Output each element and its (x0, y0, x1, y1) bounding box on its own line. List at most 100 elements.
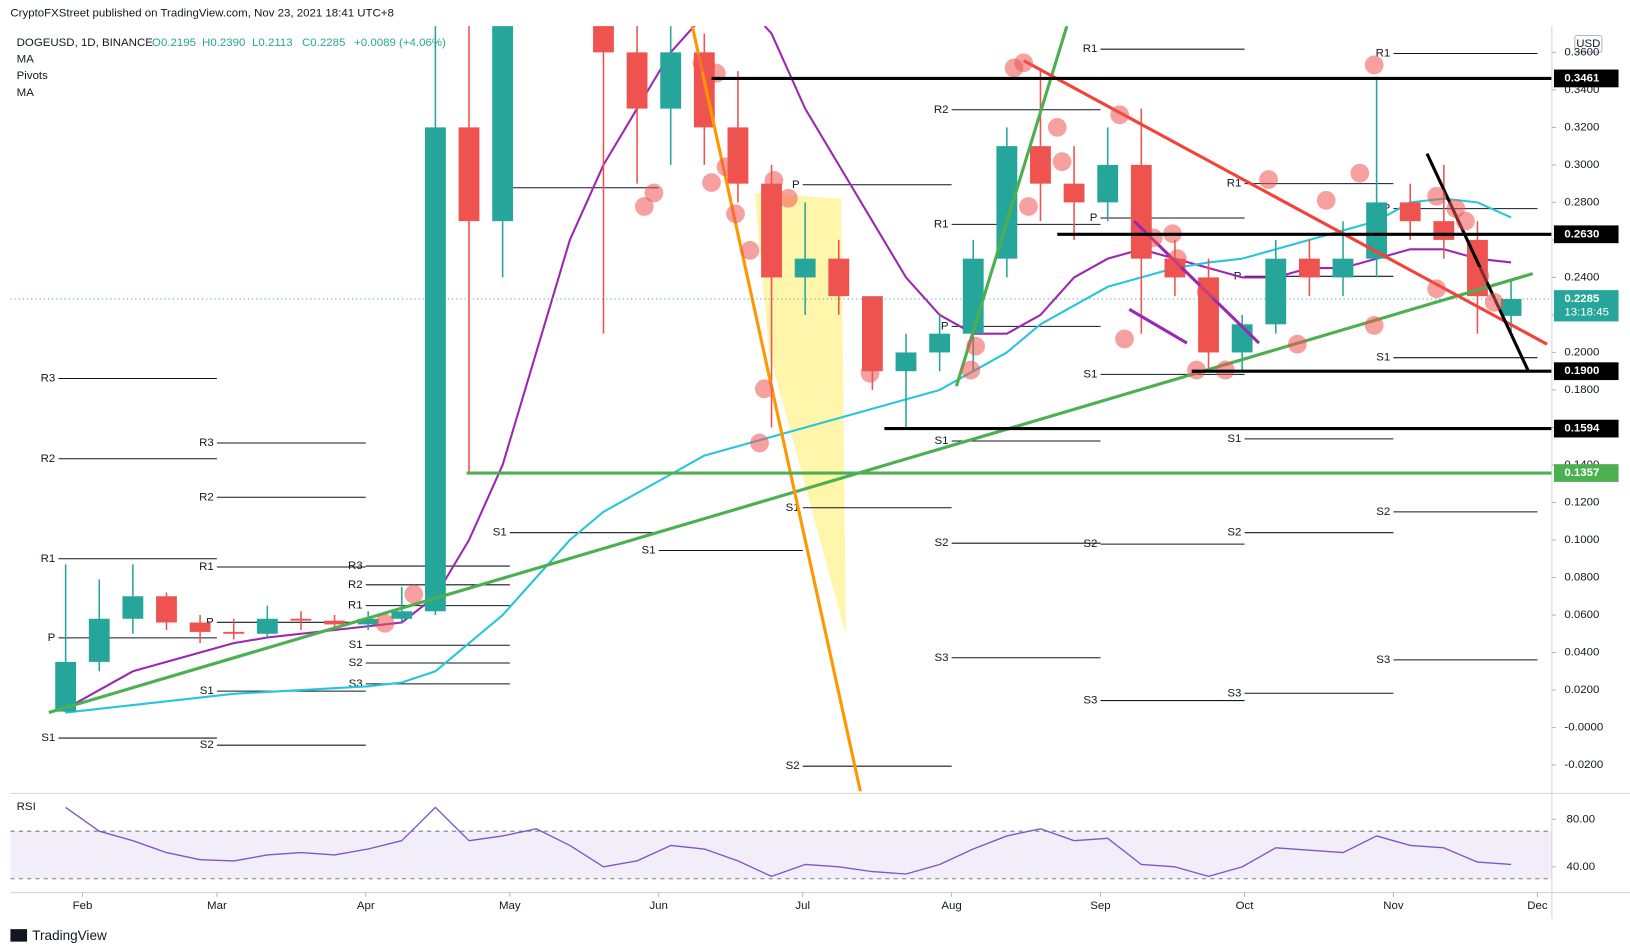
pivot-label: R1 (41, 553, 56, 565)
currency: USD (1576, 38, 1600, 50)
pivot-label: S2 (1083, 538, 1097, 550)
marker (726, 204, 745, 224)
y-tick-label: 0.1000 (1564, 534, 1599, 546)
pivot-label: S1 (349, 639, 363, 651)
trend-line (1128, 307, 1188, 345)
pivot-label: S1 (493, 527, 507, 539)
candle-body (1500, 298, 1522, 316)
moving-average (65, 197, 1512, 714)
marker (1143, 228, 1163, 248)
pivot-label: R2 (41, 453, 56, 465)
level-label: 0.1594 (1564, 423, 1600, 435)
marker (740, 241, 760, 260)
legend: DOGEUSD, 1D, BINANCE O0.2195 H0.2390 L0.… (17, 37, 446, 813)
level-label: 0.1357 (1564, 467, 1599, 479)
open-value: O0.2195 (152, 37, 196, 49)
rsi-title: RSI (17, 801, 36, 813)
candle-body (88, 618, 110, 662)
high-value: H0.2390 (202, 37, 245, 49)
x-tick-label: Dec (1527, 900, 1548, 912)
pivot-label: R2 (199, 491, 214, 503)
marker (1167, 249, 1187, 269)
candle-body (962, 258, 984, 334)
pivot-label: R1 (199, 561, 214, 573)
candle-body (1332, 258, 1354, 278)
x-tick-label: Apr (357, 900, 375, 912)
candle-body (929, 333, 951, 353)
candle-body (223, 631, 245, 634)
pivot-label: R2 (934, 104, 949, 116)
y-tick-label: 0.3000 (1564, 159, 1599, 171)
pivot-label: R3 (348, 560, 363, 572)
marker (1259, 170, 1278, 189)
y-tick-label: -0.0200 (1564, 759, 1603, 771)
level-label: 0.2630 (1564, 228, 1599, 240)
marker (716, 157, 736, 177)
marker (1115, 329, 1134, 349)
level-box (1553, 290, 1619, 322)
trend-line (1425, 152, 1530, 371)
marker (1427, 186, 1447, 206)
y-tick-label: 0.1200 (1564, 497, 1599, 509)
candle-body (256, 618, 278, 634)
trend-line (48, 272, 1534, 715)
pivot-label: S3 (934, 652, 948, 664)
candle-body (290, 618, 312, 621)
pivot-label: S1 (41, 732, 55, 744)
marker (692, 53, 712, 73)
x-tick-label: May (499, 900, 521, 912)
pivot-label: R1 (1227, 178, 1242, 190)
rsi-tick-label: 40.00 (1566, 861, 1595, 873)
y-tick-label: 0.2800 (1564, 196, 1599, 208)
candle-body (660, 52, 682, 109)
currency-box[interactable] (1574, 34, 1603, 53)
pivot-label: S1 (1376, 352, 1390, 364)
pivot-label: S2 (1227, 527, 1241, 539)
marker (1052, 152, 1072, 172)
pivot-label: R1 (348, 600, 363, 612)
pivot-label: P (941, 320, 949, 332)
candle-body (189, 622, 211, 632)
marker (754, 379, 774, 399)
marker (764, 171, 784, 190)
candle-body (391, 611, 413, 619)
marker (750, 433, 769, 453)
marker (1350, 163, 1370, 183)
indicator: MA (17, 87, 35, 99)
candle-body (1063, 183, 1085, 203)
candle-body (357, 618, 379, 625)
trend-line (690, 26, 862, 792)
pivot-label: S2 (349, 657, 363, 669)
pivot-label: S1 (642, 545, 656, 557)
candle-body (828, 258, 850, 297)
pivot-label: R1 (1376, 48, 1391, 60)
pivot-label: S2 (1376, 506, 1390, 518)
trend-line (954, 26, 1069, 387)
pivot-label: S1 (1083, 368, 1097, 380)
pivot-label: S2 (200, 739, 214, 751)
pivot-label: R2 (348, 579, 363, 591)
y-tick-label: 0.0800 (1564, 572, 1599, 584)
y-tick-label: 0.0600 (1564, 609, 1599, 621)
candle-body (626, 52, 648, 109)
level-label: 0.2285 (1564, 293, 1600, 305)
pivot-label: P (48, 632, 56, 644)
pivot-label: R1 (1083, 43, 1098, 55)
candle-body (996, 146, 1018, 259)
y-tick-label: 0.1800 (1564, 384, 1599, 396)
y-tick-label: 0.2400 (1564, 271, 1599, 283)
publisher: CryptoFXStreet published on TradingView.… (10, 8, 393, 20)
marker (1196, 282, 1216, 302)
candle-body (55, 661, 77, 712)
pivot-label: S3 (1376, 654, 1390, 666)
candle-body (761, 183, 782, 278)
level-box (1553, 419, 1619, 438)
marker (1364, 55, 1384, 75)
marker (1014, 53, 1034, 73)
marker (1364, 316, 1384, 335)
brand-name: TradingView (32, 928, 107, 943)
y-tick-label: 0.3600 (1564, 46, 1599, 58)
rsi-pane (10, 806, 1552, 880)
marker (1316, 190, 1336, 210)
candle-body (1399, 202, 1421, 222)
